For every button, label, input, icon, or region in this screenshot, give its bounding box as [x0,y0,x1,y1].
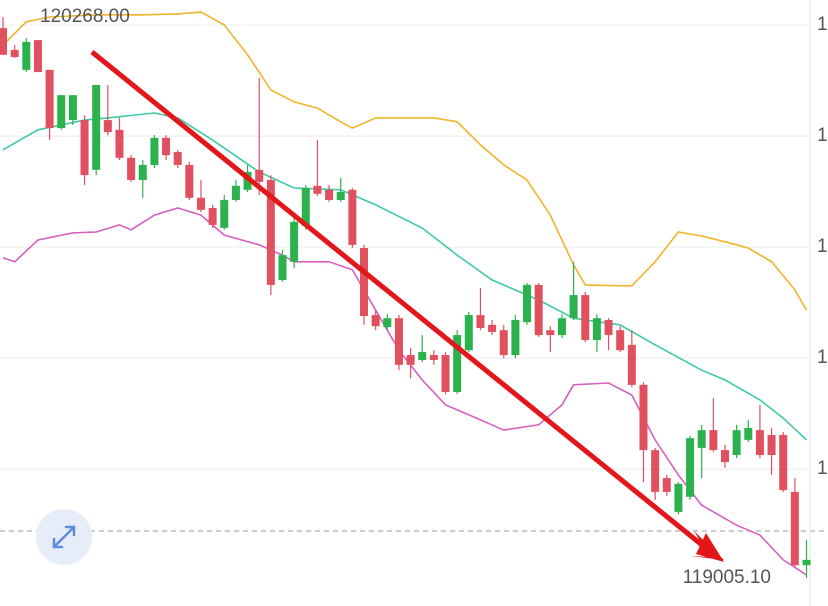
candle-body [138,164,147,181]
candle-body [278,255,287,280]
candles [0,17,811,579]
candle-body [464,315,473,351]
candle-body [208,208,217,225]
candle-body [534,284,543,336]
candle-body [418,351,427,360]
candle-body [755,430,764,456]
candle-body [592,318,601,340]
candle-body [488,324,497,332]
y-tick-label: 1 [817,125,828,146]
candle-body [115,129,124,158]
candle-body [394,318,403,365]
candle-body [22,41,31,70]
candle-body [802,559,811,566]
candle-body [103,120,112,133]
candle-body [744,427,753,440]
candle-body [557,318,566,336]
candle-body [651,450,660,492]
candle-body [185,164,194,198]
candle-body [546,330,555,336]
candle-body [429,355,438,360]
candle-body [92,84,101,170]
candle-body [80,120,89,176]
band-line [2,11,808,311]
candle-body [173,152,182,165]
candle-body [313,185,322,194]
candle-body [33,40,42,73]
candle-body [627,344,636,385]
labels: 1 1 1 1 1 120268.00 119005.10 [40,6,828,588]
candle-body [616,330,625,351]
candle-body [325,189,334,201]
expand-icon[interactable] [52,525,76,549]
candle-body [709,430,718,451]
candle-body [0,28,8,55]
candle-body [511,319,520,356]
y-tick-label: 1 [817,347,828,368]
y-tick-label: 1 [817,458,828,479]
candle-body [569,295,578,319]
candle-body [231,185,240,201]
low-label: 119005.10 [683,567,771,588]
band-line [2,112,808,441]
candle-body [127,157,136,181]
arrow-head [696,533,724,562]
candle-body [348,189,357,245]
candle-body [10,49,19,57]
candle-body [581,295,590,340]
y-tick-label: 1 [817,236,828,257]
candle-body [779,435,788,491]
high-label: 120268.00 [40,6,130,27]
candle-body [45,69,54,129]
candle-body [697,430,706,448]
candle-body [453,335,462,392]
candle-body [220,200,229,229]
candle-body [523,284,532,323]
candle-body [686,438,695,497]
candle-body [196,197,205,210]
candle-body [720,450,729,463]
candle-body [150,137,159,165]
candle-body [336,192,345,201]
candle-body [406,355,415,365]
candle-body [57,95,66,129]
candle-body [499,330,508,356]
candle-body [360,248,369,316]
candle-body [371,315,380,327]
y-tick-label: 1 [817,14,828,35]
candle-body [662,478,671,492]
grid [0,24,828,532]
candle-body [290,221,299,262]
candle-body [68,95,77,121]
trend-arrow [90,50,724,562]
candle-body [441,355,450,392]
candle-body [383,318,392,328]
candle-body [266,180,275,285]
bands [2,11,808,576]
band-line [2,207,807,576]
candle-body [476,315,485,328]
candle-body [604,319,613,336]
candle-body [790,491,799,566]
candle-body [301,188,310,226]
arrow-line [90,50,704,547]
candle-body [732,430,741,456]
candle-body [767,435,776,456]
candle-body [255,169,264,182]
candle-body [162,137,171,156]
candle-body [674,483,683,512]
expand-button[interactable] [36,509,92,565]
candle-body [639,384,648,451]
